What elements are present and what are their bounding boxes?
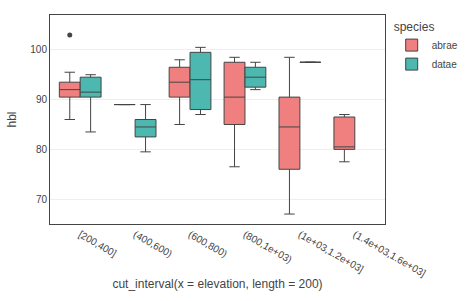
svg-text:(800,1e+03): (800,1e+03): [241, 229, 293, 266]
svg-text:(1.4e+03,1.6e+03]: (1.4e+03,1.6e+03]: [351, 229, 427, 280]
svg-text:(1e+03,1.2e+03]: (1e+03,1.2e+03]: [296, 229, 365, 275]
svg-text:species: species: [394, 20, 435, 34]
svg-text:hbl: hbl: [5, 111, 19, 127]
svg-text:70: 70: [36, 194, 48, 205]
svg-text:[200,400]: [200,400]: [77, 229, 119, 259]
svg-text:cut_interval(x = elevation, le: cut_interval(x = elevation, length = 200…: [112, 277, 322, 291]
svg-text:datae: datae: [432, 59, 457, 70]
svg-text:90: 90: [36, 94, 48, 105]
svg-text:abrae: abrae: [432, 40, 458, 51]
svg-text:80: 80: [36, 144, 48, 155]
svg-text:(600,800): (600,800): [187, 229, 230, 260]
svg-text:100: 100: [30, 44, 47, 55]
svg-text:(400,600): (400,600): [132, 229, 175, 260]
